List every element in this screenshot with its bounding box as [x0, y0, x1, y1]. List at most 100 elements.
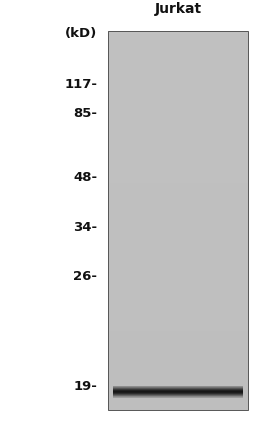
- Text: (kD): (kD): [65, 27, 97, 40]
- Bar: [108, 176, 248, 179]
- Bar: [108, 321, 248, 325]
- Bar: [108, 290, 248, 293]
- Bar: [108, 59, 248, 63]
- Bar: [108, 309, 248, 312]
- Bar: [108, 53, 248, 56]
- Bar: [108, 277, 248, 281]
- Bar: [108, 151, 248, 154]
- Bar: [108, 252, 248, 255]
- Bar: [108, 249, 248, 252]
- Bar: [108, 214, 248, 218]
- Bar: [108, 224, 248, 227]
- Bar: [108, 239, 248, 243]
- Bar: [108, 384, 248, 388]
- Text: 85-: 85-: [73, 107, 97, 120]
- Text: 48-: 48-: [73, 171, 97, 184]
- Bar: [108, 107, 248, 110]
- Bar: [108, 284, 248, 287]
- Bar: [108, 221, 248, 224]
- Bar: [108, 154, 248, 157]
- Bar: [108, 167, 248, 170]
- Bar: [108, 132, 248, 135]
- Bar: [108, 195, 248, 199]
- Bar: [108, 271, 248, 274]
- Text: 117-: 117-: [64, 78, 97, 91]
- Bar: [108, 50, 248, 53]
- Bar: [108, 119, 248, 123]
- Bar: [108, 318, 248, 322]
- Bar: [108, 403, 248, 407]
- Bar: [108, 85, 248, 88]
- Bar: [108, 261, 248, 265]
- Bar: [108, 315, 248, 318]
- Bar: [108, 375, 248, 378]
- Bar: [108, 145, 248, 148]
- Bar: [108, 296, 248, 299]
- Bar: [108, 78, 248, 82]
- Bar: [108, 94, 248, 97]
- Bar: [108, 369, 248, 372]
- Bar: [108, 97, 248, 100]
- Bar: [108, 236, 248, 239]
- Bar: [108, 198, 248, 202]
- Bar: [108, 100, 248, 104]
- Bar: [108, 186, 248, 189]
- Bar: [108, 103, 248, 107]
- Bar: [108, 340, 248, 344]
- Bar: [108, 37, 248, 41]
- Bar: [108, 192, 248, 195]
- Bar: [108, 160, 248, 164]
- Bar: [108, 344, 248, 347]
- Bar: [108, 66, 248, 69]
- Bar: [108, 328, 248, 331]
- Bar: [108, 173, 248, 176]
- Bar: [108, 397, 248, 401]
- Bar: [108, 353, 248, 356]
- Bar: [108, 391, 248, 394]
- Bar: [108, 142, 248, 145]
- Bar: [108, 230, 248, 233]
- Bar: [108, 363, 248, 366]
- Bar: [108, 69, 248, 72]
- Bar: [108, 347, 248, 350]
- Text: 34-: 34-: [73, 221, 97, 235]
- Bar: [108, 312, 248, 315]
- Text: 19-: 19-: [73, 380, 97, 393]
- Bar: [108, 334, 248, 337]
- Bar: [108, 34, 248, 37]
- Bar: [108, 182, 248, 186]
- Bar: [108, 378, 248, 381]
- Bar: [108, 305, 248, 309]
- Bar: [108, 72, 248, 76]
- Bar: [108, 47, 248, 50]
- Bar: [108, 302, 248, 306]
- Bar: [108, 31, 248, 34]
- Bar: [108, 287, 248, 290]
- Bar: [108, 148, 248, 151]
- Text: Jurkat: Jurkat: [154, 2, 201, 16]
- Bar: [108, 63, 248, 66]
- Bar: [108, 356, 248, 360]
- Bar: [108, 40, 248, 44]
- Bar: [108, 91, 248, 94]
- Bar: [108, 138, 248, 142]
- Bar: [108, 242, 248, 246]
- Bar: [108, 331, 248, 334]
- Bar: [108, 88, 248, 91]
- Bar: [108, 381, 248, 385]
- Bar: [108, 201, 248, 205]
- Bar: [108, 255, 248, 258]
- Bar: [108, 31, 248, 410]
- Bar: [108, 44, 248, 47]
- Bar: [108, 113, 248, 116]
- Bar: [108, 268, 248, 271]
- Bar: [108, 179, 248, 183]
- Bar: [108, 265, 248, 268]
- Bar: [108, 211, 248, 214]
- Bar: [108, 157, 248, 160]
- Bar: [108, 274, 248, 278]
- Bar: [108, 227, 248, 230]
- Bar: [108, 400, 248, 404]
- Bar: [108, 233, 248, 236]
- Bar: [108, 350, 248, 353]
